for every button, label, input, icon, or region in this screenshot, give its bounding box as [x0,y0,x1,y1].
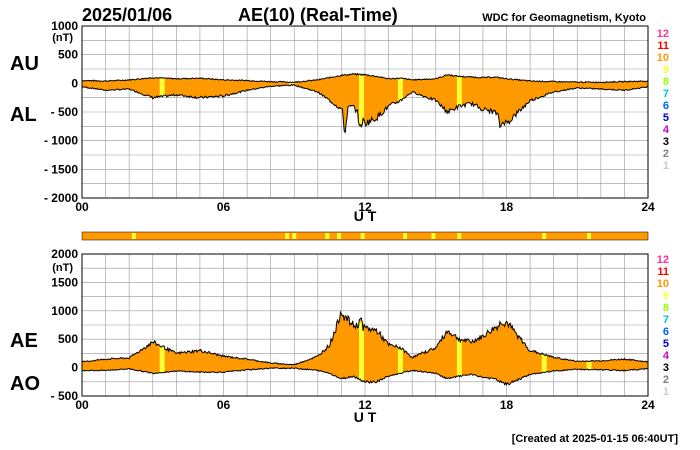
activity-strip-highlight [292,233,297,239]
activity-highlight [159,346,165,373]
legend-au-al-level-11: 11 [657,40,669,52]
legend-ae-ao-level-4: 4 [663,350,670,362]
legend-ae-ao-level-3: 3 [663,362,669,374]
activity-strip-highlight [325,233,330,239]
activity-strip-highlight [542,233,547,239]
legend-au-al-level-2: 2 [663,148,669,160]
series-line-au [81,72,649,84]
legend-ae-ao-level-8: 8 [663,302,669,314]
activity-highlight [397,347,403,374]
legend-au-al-level-1: 1 [663,160,669,172]
legend-au-al-level-4: 4 [663,124,670,136]
y-tick-label: - 1000 [44,134,78,148]
x-tick-label: 06 [217,398,231,412]
al-series-label: AL [10,104,37,126]
legend-au-al-level-3: 3 [663,136,669,148]
legend-ae-ao-level-2: 2 [663,374,669,386]
y-tick-label: 1000 [51,304,78,318]
legend-ae-ao-level-12: 12 [657,254,669,266]
series-line-ae [81,310,649,366]
activity-strip-highlight [403,233,408,239]
x-tick-label: 18 [500,200,514,214]
legend-ae-ao-level-6: 6 [663,326,669,338]
ae-series-label: AE [10,330,38,352]
y-tick-label: 500 [58,332,78,346]
legend-au-al-level-9: 9 [663,64,669,76]
legend-ae-ao-level-7: 7 [663,314,669,326]
series-line-ao [81,366,649,386]
activity-highlight [541,354,547,373]
y-tick-label: - 500 [51,105,79,119]
ae-ao-unit-label: (nT) [52,262,73,274]
y-tick-label: 2000 [51,247,78,261]
plot-frame-2 [81,253,649,397]
activity-highlight [456,76,462,107]
x-tick-label: 06 [217,200,231,214]
activity-strip-highlight [337,233,342,239]
y-tick-label: - 500 [51,389,79,403]
x-tick-label: 24 [641,200,655,214]
legend-ae-ao-level-1: 1 [663,386,669,398]
legend-ae-ao-level-9: 9 [663,290,669,302]
legend-au-al-level-7: 7 [663,88,669,100]
au-al-unit-label: (nT) [52,32,73,44]
y-tick-label: 0 [71,361,78,375]
activity-highlight [358,74,364,124]
activity-strip-highlight [360,233,365,239]
x-tick-label: 12 [358,398,372,412]
plot-frame-1 [81,25,649,199]
y-tick-label: - 2000 [44,191,78,205]
plot-title: AE(10) (Real-Time) [238,5,398,25]
creation-timestamp: [Created at 2025-01-15 06:40UT] [512,433,679,445]
legend-au-al-level-5: 5 [663,112,669,124]
legend-ae-ao-level-11: 11 [657,266,669,278]
y-tick-label: 500 [58,48,78,62]
legend-au-al-level-10: 10 [657,52,669,64]
x-tick-label: 18 [500,398,514,412]
legend-ae-ao-level-5: 5 [663,338,669,350]
y-tick-label: 1000 [51,19,78,33]
legend-ae-ao-level-10: 10 [657,278,669,290]
activity-highlight [358,321,364,381]
legend-au-al-level-6: 6 [663,100,669,112]
data-source: WDC for Geomagnetism, Kyoto [482,12,646,24]
activity-highlight [397,78,403,101]
legend-au-al-level-12: 12 [657,28,669,40]
activity-strip-highlight [457,233,462,239]
legend-au-al-level-8: 8 [663,76,669,88]
x-tick-label: 12 [358,200,372,214]
y-tick-label: 0 [71,76,78,90]
activity-strip-highlight [587,233,592,239]
activity-strip-highlight [431,233,436,239]
series-line-al [81,83,649,134]
activity-highlight [456,339,462,377]
au-series-label: AU [10,53,39,75]
y-tick-label: 1500 [51,275,78,289]
activity-strip-highlight [285,233,290,239]
activity-highlight [289,82,295,86]
activity-highlight [586,361,592,370]
x-tick-label: 24 [641,398,655,412]
activity-strip-highlight [131,233,136,239]
activity-strip [81,231,649,241]
ao-series-label: AO [10,373,40,395]
envelope-area-1 [82,73,648,133]
envelope-area-2 [82,312,648,385]
x-tick-label: 00 [75,200,89,214]
y-tick-label: - 1500 [44,162,78,176]
ae-ao-x-axis-title: U T [354,409,377,425]
plot-date: 2025/01/06 [82,5,172,25]
activity-highlight [159,78,165,97]
au-al-x-axis-title: U T [354,208,377,224]
x-tick-label: 00 [75,398,89,412]
